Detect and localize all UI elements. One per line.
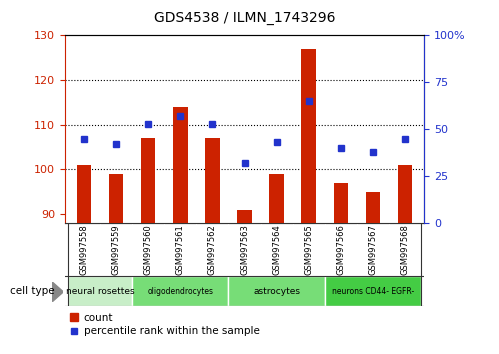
Bar <box>333 183 348 223</box>
Text: GSM997558: GSM997558 <box>80 225 89 275</box>
Text: GSM997561: GSM997561 <box>176 225 185 275</box>
Legend: count, percentile rank within the sample: count, percentile rank within the sample <box>70 313 259 336</box>
Text: oligodendrocytes: oligodendrocytes <box>147 287 214 296</box>
Text: GSM997566: GSM997566 <box>336 225 345 275</box>
Text: GSM997563: GSM997563 <box>240 225 249 275</box>
Text: GSM997562: GSM997562 <box>208 225 217 275</box>
Text: neurons CD44- EGFR-: neurons CD44- EGFR- <box>332 287 414 296</box>
Bar <box>109 174 123 223</box>
Bar <box>173 107 188 223</box>
Bar <box>301 49 316 223</box>
Text: GSM997567: GSM997567 <box>368 225 377 275</box>
Bar <box>269 174 284 223</box>
Bar <box>366 192 380 223</box>
Text: GSM997564: GSM997564 <box>272 225 281 275</box>
Text: GSM997559: GSM997559 <box>112 225 121 275</box>
Text: astrocytes: astrocytes <box>253 287 300 296</box>
Bar <box>325 276 421 306</box>
Bar <box>141 138 156 223</box>
Polygon shape <box>52 282 63 302</box>
Text: GSM997568: GSM997568 <box>400 225 409 275</box>
Bar <box>205 138 220 223</box>
Bar <box>398 165 412 223</box>
Text: GDS4538 / ILMN_1743296: GDS4538 / ILMN_1743296 <box>154 11 335 25</box>
Text: GSM997560: GSM997560 <box>144 225 153 275</box>
Bar <box>238 210 251 223</box>
Bar <box>77 165 91 223</box>
Bar <box>132 276 229 306</box>
Text: GSM997565: GSM997565 <box>304 225 313 275</box>
Text: cell type: cell type <box>10 286 54 296</box>
Bar <box>229 276 325 306</box>
Bar <box>68 276 132 306</box>
Text: neural rosettes: neural rosettes <box>66 287 134 296</box>
